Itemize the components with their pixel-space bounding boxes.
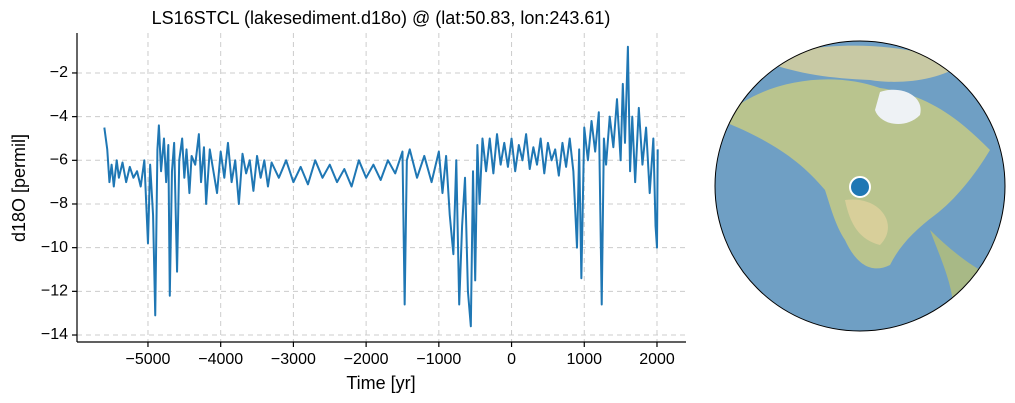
y-tick-label: −2 — [50, 64, 68, 81]
y-tick-label: −4 — [50, 108, 68, 125]
y-axis-label: d18O [permil] — [9, 134, 29, 242]
y-tick-label: −10 — [41, 239, 68, 256]
x-tick-label: 0 — [507, 351, 516, 368]
x-tick-label: 2000 — [639, 351, 675, 368]
x-tick-label: −2000 — [344, 351, 389, 368]
x-tick-label: −1000 — [416, 351, 461, 368]
chart-title: LS16STCL (lakesediment.d18o) @ (lat:50.8… — [152, 8, 611, 28]
x-tick-label: −4000 — [198, 351, 243, 368]
y-tick-label: −12 — [41, 283, 68, 300]
x-axis-label: Time [yr] — [346, 373, 415, 393]
globe — [714, 40, 1006, 332]
x-tick-label: −5000 — [126, 351, 171, 368]
y-tick-label: −6 — [50, 152, 68, 169]
x-tick-label: −3000 — [271, 351, 316, 368]
y-tick-label: −8 — [50, 195, 68, 212]
data-line — [103, 45, 659, 328]
x-tick-label: 1000 — [566, 351, 602, 368]
y-tick-label: −14 — [41, 326, 68, 343]
